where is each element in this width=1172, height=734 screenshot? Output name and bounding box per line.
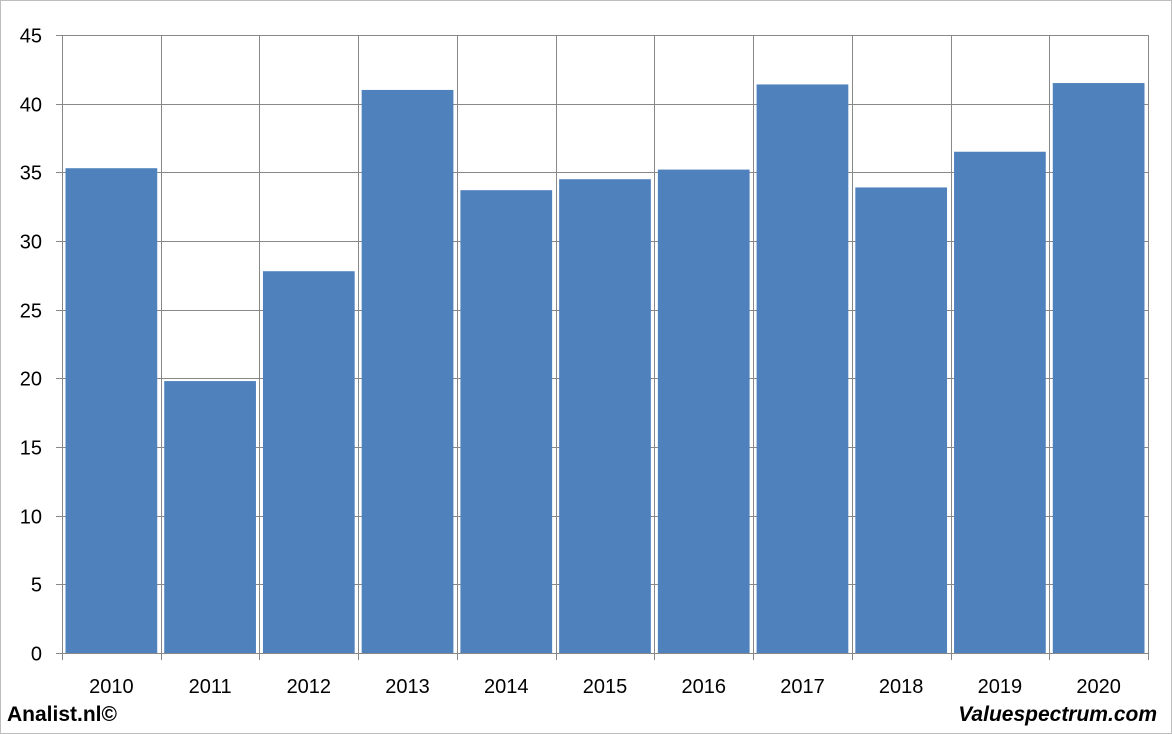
y-tick-label: 20 [20,369,42,391]
y-tick-label: 5 [31,575,42,597]
bar-2017 [756,84,849,653]
x-tick-label: 2018 [879,676,924,698]
x-tick-label: 2017 [780,676,825,698]
bar-2014 [460,190,553,654]
x-tick-label: 2011 [189,676,232,698]
y-tick-label: 15 [20,438,42,460]
y-tick-label: 0 [31,644,42,666]
bar-2013 [361,89,454,653]
y-tick-labels: 0 5 10 15 20 25 30 35 40 45 [20,26,42,666]
bars [65,83,1145,654]
footer-right-credit: Valuespectrum.com [958,703,1157,726]
bar-2011 [164,381,256,653]
y-tick-label: 25 [20,301,42,323]
y-tick-label: 45 [20,26,42,48]
x-tick-label: 2016 [681,676,726,698]
y-tick-label: 10 [20,507,42,529]
bar-2018 [855,187,948,653]
x-tick-label: 2013 [385,676,430,698]
x-tick-label: 2020 [1076,676,1121,698]
axes [56,35,1149,660]
x-tick-label: 2015 [583,676,628,698]
x-tick-label: 2012 [287,676,332,698]
x-tick-label: 2014 [484,676,529,698]
bar-2016 [657,169,750,653]
bar-2020 [1052,83,1145,654]
y-tick-label: 30 [20,232,42,254]
bar-2012 [262,271,355,653]
x-tick-labels: 2010 2011 2012 2013 2014 2015 2016 2017 2018 2019… [89,676,1121,698]
footer-left-credit: Analist.nl© [7,703,117,726]
x-tick-label: 2019 [978,676,1023,698]
bar-2010 [65,168,158,654]
y-tick-label: 35 [20,163,42,185]
bar-2019 [954,151,1046,653]
y-tick-label: 40 [20,95,42,117]
bar-2015 [559,179,651,653]
x-tick-label: 2010 [89,676,134,698]
